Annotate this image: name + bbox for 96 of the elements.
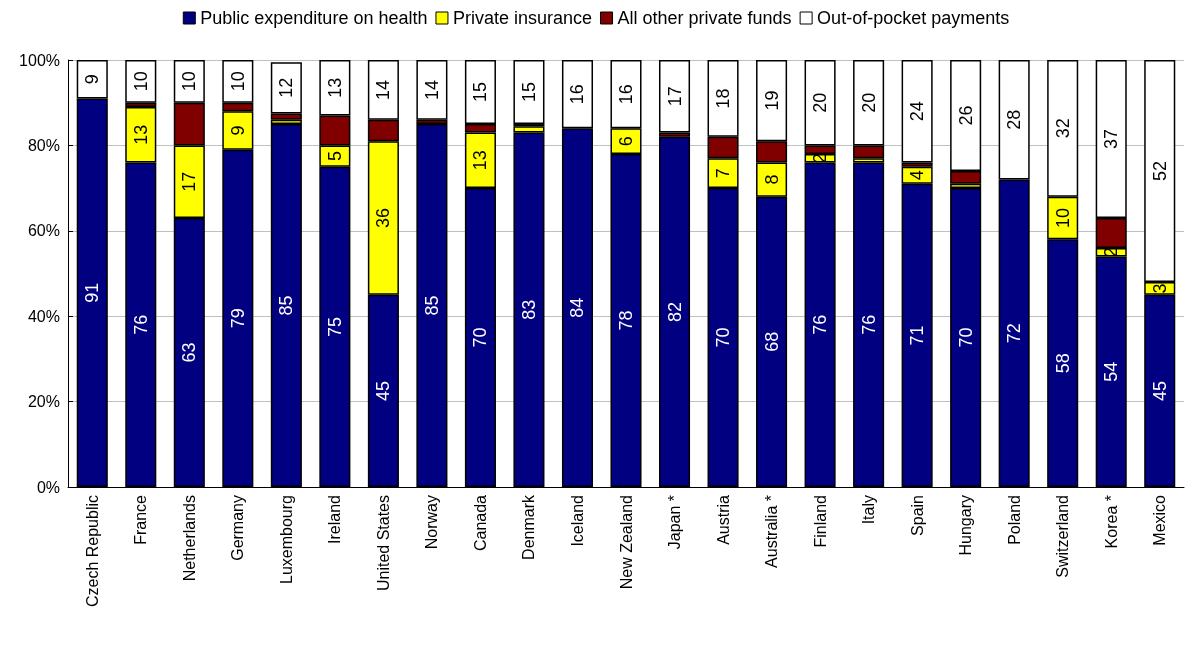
data-label: 71	[907, 325, 928, 346]
x-tick-label: Switzerland	[1054, 495, 1072, 578]
data-label: 70	[955, 327, 976, 348]
legend-label: Private insurance	[452, 8, 593, 28]
bar	[125, 60, 157, 103]
x-tick-label: Italy	[860, 495, 878, 525]
x-tick-label: Poland	[1005, 495, 1023, 545]
data-label: 13	[324, 77, 345, 98]
data-label: 7	[713, 168, 734, 179]
data-label: 10	[227, 71, 248, 92]
x-tick-label: Australia *	[763, 495, 781, 568]
x-tick-label: Ireland	[326, 495, 344, 544]
data-label: 15	[518, 82, 539, 103]
data-label: 70	[470, 327, 491, 348]
data-label: 6	[616, 136, 636, 147]
data-label: 19	[761, 90, 782, 111]
y-tick-label: 20%	[27, 393, 60, 411]
x-tick-label: Canada	[471, 494, 489, 552]
data-label: 9	[227, 125, 248, 136]
y-tick-label: 40%	[27, 307, 60, 325]
x-tick-label: New Zealand	[617, 495, 635, 590]
data-label: 76	[130, 314, 151, 335]
data-label: 20	[810, 92, 831, 113]
x-tick-label: Spain	[908, 495, 926, 536]
x-tick-label: France	[132, 494, 150, 545]
data-label: 5	[324, 151, 345, 162]
data-label: 15	[470, 82, 491, 103]
y-tick-label: 0%	[36, 478, 60, 496]
data-label: 14	[421, 79, 442, 100]
data-label: 13	[130, 124, 151, 145]
data-label: 18	[713, 88, 734, 109]
data-label: 85	[421, 295, 442, 316]
data-label: 70	[713, 327, 734, 348]
x-tick-label: Netherlands	[180, 495, 198, 582]
data-label: 76	[810, 314, 831, 335]
data-label: 10	[1052, 207, 1073, 229]
data-label: 78	[616, 310, 636, 331]
x-tick-label: Iceland	[568, 495, 586, 547]
data-label: 79	[227, 308, 248, 329]
x-tick-label: Mexico	[1151, 494, 1169, 546]
data-label: 10	[179, 71, 200, 92]
data-label: 91	[82, 282, 103, 303]
data-label: 20	[858, 92, 879, 113]
data-label: 17	[179, 171, 200, 192]
x-tick-label: Finland	[811, 495, 829, 548]
x-tick-label: Denmark	[520, 494, 538, 560]
bar	[416, 60, 448, 120]
data-label: 14	[373, 79, 394, 100]
data-label: 16	[616, 84, 636, 105]
data-label: 54	[1101, 361, 1122, 382]
data-label: 37	[1101, 128, 1122, 150]
legend-label: Public expenditure on health	[200, 8, 428, 28]
data-label: 85	[276, 295, 297, 316]
data-label: 68	[761, 331, 782, 352]
data-label: 36	[373, 207, 394, 229]
data-label: 84	[567, 297, 588, 318]
data-label: 83	[518, 299, 539, 320]
x-tick-label: Austria	[714, 494, 732, 545]
x-tick-label: Hungary	[957, 495, 975, 556]
data-label: 52	[1149, 161, 1170, 182]
data-label: 32	[1052, 118, 1073, 139]
y-tick-label: 80%	[27, 136, 60, 154]
data-label: 45	[373, 380, 394, 401]
data-label: 8	[761, 174, 782, 185]
data-label: 82	[664, 301, 685, 322]
x-tick-label: Luxembourg	[277, 495, 295, 584]
bar	[658, 60, 691, 133]
bar	[901, 60, 933, 163]
bar	[513, 60, 545, 125]
data-label: 76	[858, 314, 879, 335]
data-label: 17	[664, 86, 685, 107]
data-label: 28	[1004, 109, 1025, 130]
data-label: 75	[324, 316, 345, 337]
data-label: 10	[130, 71, 151, 92]
data-label: 16	[567, 84, 588, 105]
data-label: 63	[179, 342, 200, 363]
y-tick-label: 100%	[19, 51, 60, 69]
data-label: 45	[1149, 380, 1170, 401]
data-label: 9	[82, 74, 103, 85]
data-label: 72	[1004, 323, 1025, 344]
data-label: 13	[470, 150, 491, 171]
legend-label: All other private funds	[617, 8, 792, 28]
y-tick-label: 60%	[27, 222, 60, 240]
x-tick-label: Korea *	[1102, 495, 1120, 549]
data-label: 24	[907, 101, 928, 122]
data-label: 4	[907, 170, 928, 181]
data-label: 12	[276, 77, 297, 98]
x-tick-label: Japan *	[666, 495, 684, 550]
legend-label: Out-of-pocket payments	[817, 8, 1010, 28]
data-label: 3	[1149, 283, 1170, 294]
data-label: 58	[1052, 353, 1073, 374]
x-tick-label: Norway	[423, 495, 441, 550]
data-label: 26	[955, 105, 976, 126]
x-tick-label: Czech Republic	[83, 495, 101, 608]
x-tick-label: Germany	[229, 495, 247, 561]
x-tick-label: United States	[374, 495, 392, 592]
